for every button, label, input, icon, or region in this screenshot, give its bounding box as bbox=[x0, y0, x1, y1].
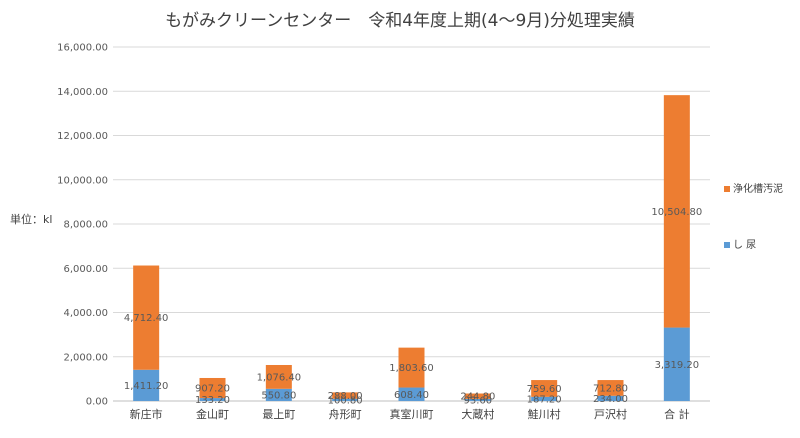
x-category-label: 新庄市 bbox=[130, 407, 163, 421]
bar-shinyo bbox=[265, 388, 292, 401]
bar-johkaso bbox=[398, 347, 425, 388]
bar-shinyo bbox=[597, 395, 624, 401]
data-label-johkaso: 759.60 bbox=[527, 384, 562, 395]
x-category-label: 合 計 bbox=[664, 407, 690, 421]
bar-shinyo bbox=[464, 398, 491, 401]
x-category-label: 最上町 bbox=[262, 408, 295, 421]
data-label-shinyo: 234.00 bbox=[593, 394, 628, 405]
bar-shinyo bbox=[199, 398, 226, 401]
data-label-shinyo: 93.60 bbox=[464, 395, 493, 406]
data-label-johkaso: 712.80 bbox=[593, 383, 628, 394]
legend-label: 浄化槽汚泥 bbox=[733, 182, 783, 195]
legend-swatch bbox=[724, 186, 730, 192]
data-label-shinyo: 133.20 bbox=[195, 395, 230, 406]
data-label-johkaso: 1,076.40 bbox=[257, 372, 302, 383]
data-label-shinyo: 3,319.20 bbox=[655, 360, 700, 371]
bar-johkaso bbox=[332, 392, 359, 399]
data-label-shinyo: 608.40 bbox=[394, 390, 429, 401]
data-label-shinyo: 550.80 bbox=[261, 390, 296, 401]
bar-shinyo bbox=[398, 387, 425, 401]
y-tick-label: 0.00 bbox=[86, 397, 108, 408]
y-tick-label: 6,000.00 bbox=[63, 264, 108, 275]
bar-johkaso bbox=[133, 265, 160, 370]
data-label-shinyo: 187.20 bbox=[527, 394, 562, 405]
bar-shinyo bbox=[663, 327, 690, 401]
x-category-label: 鮭川村 bbox=[528, 407, 561, 421]
data-label-johkaso: 4,712.40 bbox=[124, 313, 169, 324]
x-category-label: 大蔵村 bbox=[461, 407, 494, 421]
legend-label: し 尿 bbox=[733, 239, 756, 251]
data-label-johkaso: 10,504.80 bbox=[651, 207, 702, 218]
data-label-johkaso: 288.00 bbox=[328, 391, 363, 402]
y-axis-unit-label: 単位：kl bbox=[10, 212, 52, 226]
data-label-johkaso: 907.20 bbox=[195, 384, 230, 395]
bar-johkaso bbox=[199, 377, 226, 399]
data-label-johkaso: 1,803.60 bbox=[389, 363, 434, 374]
bar-shinyo bbox=[531, 396, 558, 401]
y-tick-label: 4,000.00 bbox=[63, 308, 108, 319]
bar-shinyo bbox=[332, 398, 359, 401]
chart-title: もがみクリーンセンター 令和4年度上期(4～9月)分処理実績 bbox=[165, 11, 635, 31]
legend-swatch bbox=[724, 242, 730, 248]
bar-shinyo bbox=[133, 369, 160, 401]
bar-johkaso bbox=[265, 364, 292, 389]
data-label-shinyo: 1,411.20 bbox=[124, 381, 169, 392]
data-label-shinyo: 100.80 bbox=[328, 395, 363, 406]
bar-johkaso bbox=[663, 95, 690, 328]
y-tick-label: 12,000.00 bbox=[57, 131, 108, 142]
y-tick-label: 14,000.00 bbox=[57, 87, 108, 98]
x-category-label: 舟形町 bbox=[329, 407, 362, 421]
y-tick-label: 10,000.00 bbox=[57, 175, 108, 186]
data-label-johkaso: 244.80 bbox=[460, 392, 495, 403]
x-category-label: 金山町 bbox=[196, 407, 229, 421]
x-category-label: 真室川町 bbox=[390, 407, 434, 421]
bar-johkaso bbox=[464, 393, 491, 399]
x-category-label: 戸沢村 bbox=[594, 407, 627, 421]
y-tick-label: 2,000.00 bbox=[63, 352, 108, 363]
y-tick-label: 16,000.00 bbox=[57, 43, 108, 54]
y-tick-label: 8,000.00 bbox=[63, 220, 108, 231]
bar-johkaso bbox=[531, 380, 558, 397]
bar-johkaso bbox=[597, 380, 624, 396]
